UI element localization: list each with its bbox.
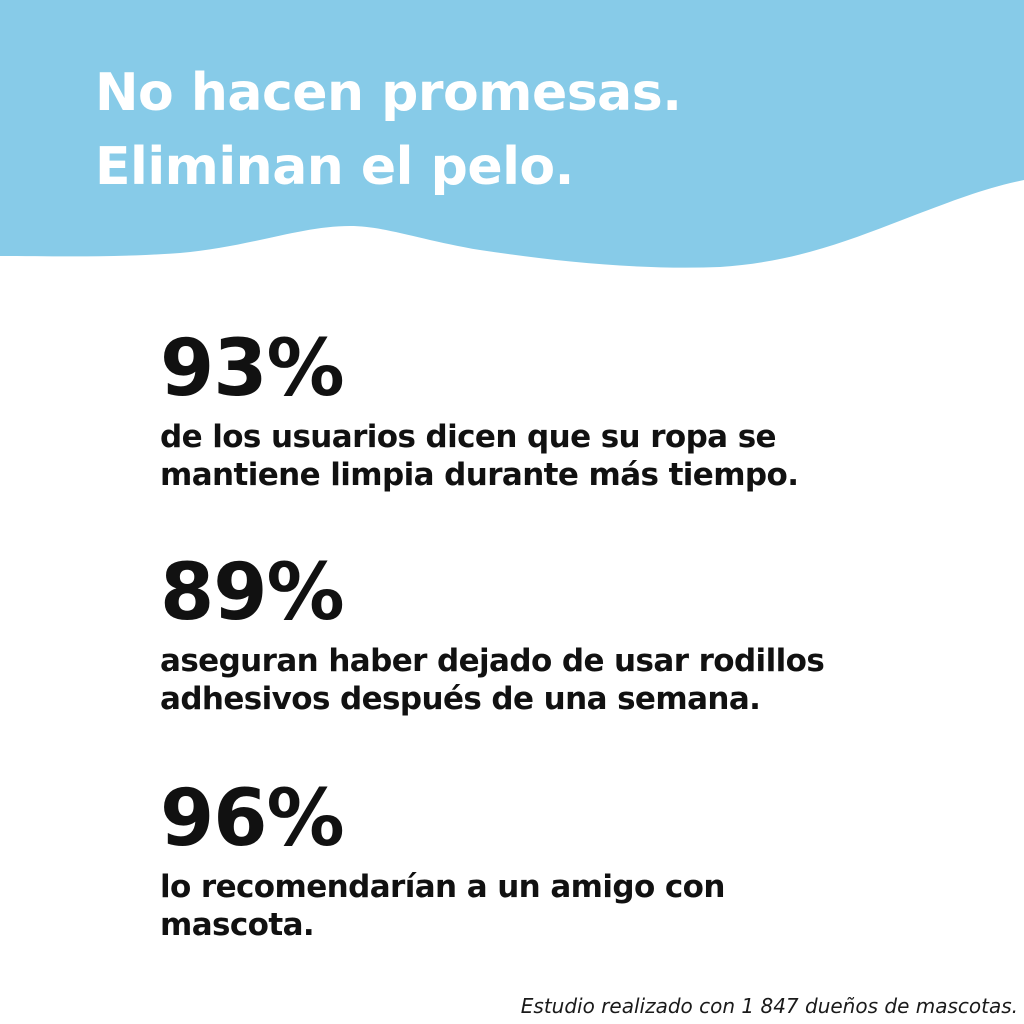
stat-description: aseguran haber dejado de usar rodillos a… <box>160 642 825 718</box>
headline-line-2: Eliminan el pelo. <box>95 137 574 197</box>
stat-description-line: mantiene limpia durante más tiempo. <box>160 457 799 493</box>
stat-description-line: adhesivos después de una semana. <box>160 681 761 717</box>
stat-description-line: aseguran haber dejado de usar rodillos <box>160 643 825 679</box>
stat-block-3: 96% lo recomendarían a un amigo con masc… <box>160 776 725 944</box>
stat-percentage: 96% <box>160 774 345 864</box>
header-banner <box>0 0 1024 290</box>
headline: No hacen promesas. Eliminan el pelo. <box>95 56 682 204</box>
stat-description: de los usuarios dicen que su ropa se man… <box>160 418 799 494</box>
stat-description: lo recomendarían a un amigo con mascota. <box>160 868 725 944</box>
headline-line-1: No hacen promesas. <box>95 63 682 123</box>
study-footnote: Estudio realizado con 1 847 dueños de ma… <box>520 994 1018 1018</box>
stat-description-line: de los usuarios dicen que su ropa se <box>160 419 777 455</box>
stat-description-line: lo recomendarían a un amigo con <box>160 869 725 905</box>
wave-banner-shape <box>0 0 1024 268</box>
stat-block-2: 89% aseguran haber dejado de usar rodill… <box>160 548 825 718</box>
stat-percentage: 93% <box>160 324 345 414</box>
stat-percentage: 89% <box>160 548 345 638</box>
stat-block-1: 93% de los usuarios dicen que su ropa se… <box>160 324 799 494</box>
stat-description-line: mascota. <box>160 907 315 943</box>
